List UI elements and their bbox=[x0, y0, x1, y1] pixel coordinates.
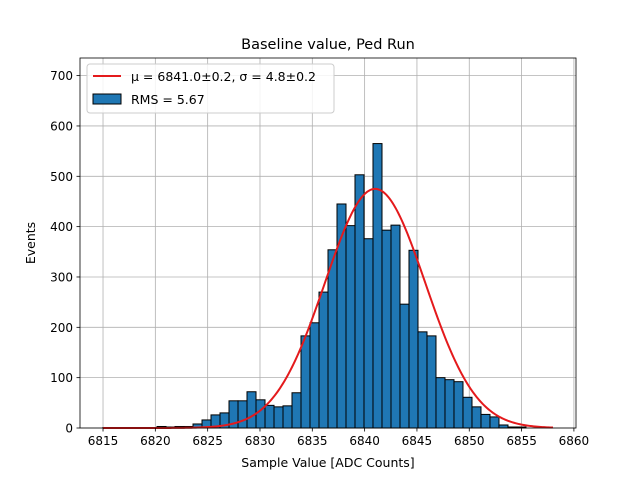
legend: μ = 6841.0±0.2, σ = 4.8±0.2 RMS = 5.67 bbox=[86, 63, 335, 114]
histogram-bar bbox=[453, 381, 464, 429]
x-tick-label: 6825 bbox=[192, 434, 223, 448]
x-tick-label: 6855 bbox=[506, 434, 537, 448]
histogram-bar bbox=[417, 331, 428, 429]
legend-histogram-label: RMS = 5.67 bbox=[131, 92, 205, 107]
x-tick-label: 6830 bbox=[245, 434, 276, 448]
histogram-bar bbox=[381, 229, 392, 429]
x-tick-label: 6850 bbox=[454, 434, 485, 448]
y-tick-label: 500 bbox=[50, 170, 73, 184]
histogram-bar bbox=[390, 224, 401, 429]
histogram-bar bbox=[498, 424, 509, 429]
histogram-bar bbox=[471, 406, 482, 429]
histogram-bar bbox=[300, 335, 311, 429]
x-axis-label: Sample Value [ADC Counts] bbox=[241, 455, 414, 470]
histogram-bar bbox=[246, 391, 257, 429]
chart-title: Baseline value, Ped Run bbox=[241, 37, 415, 53]
legend-histogram-swatch bbox=[92, 93, 122, 105]
x-tick-label: 6835 bbox=[297, 434, 328, 448]
histogram-bar bbox=[237, 400, 248, 429]
y-axis-ticks: 0 100 200 300 400 500 600 700 bbox=[50, 69, 80, 436]
y-tick-label: 100 bbox=[50, 371, 73, 385]
legend-box bbox=[86, 63, 335, 114]
y-tick-label: 600 bbox=[50, 119, 73, 133]
histogram-bar bbox=[273, 406, 284, 429]
x-tick-label: 6815 bbox=[88, 434, 119, 448]
histogram-bar bbox=[354, 174, 365, 429]
histogram-bar bbox=[345, 225, 356, 429]
histogram-bar bbox=[426, 335, 437, 429]
histogram-bar bbox=[327, 249, 338, 429]
y-tick-label: 300 bbox=[50, 270, 73, 284]
histogram-bar bbox=[309, 322, 320, 429]
y-tick-label: 400 bbox=[50, 220, 73, 234]
legend-fit-label: μ = 6841.0±0.2, σ = 4.8±0.2 bbox=[131, 69, 316, 84]
histogram-bar bbox=[255, 399, 266, 429]
histogram-bar bbox=[264, 404, 275, 429]
y-tick-label: 700 bbox=[50, 69, 73, 83]
x-tick-label: 6845 bbox=[402, 434, 433, 448]
y-axis-label: Events bbox=[23, 222, 38, 264]
x-tick-label: 6840 bbox=[349, 434, 380, 448]
y-tick-label: 0 bbox=[65, 422, 73, 436]
histogram-bar bbox=[480, 413, 491, 429]
histogram-bar bbox=[291, 392, 302, 429]
histogram-bar bbox=[282, 405, 293, 429]
x-tick-label: 6860 bbox=[559, 434, 590, 448]
histogram-bar bbox=[462, 396, 473, 429]
histogram-bar bbox=[399, 303, 410, 429]
x-axis-ticks: 6815 6820 6825 6830 6835 6840 6845 6850 6855 6860 bbox=[88, 428, 589, 448]
y-tick-label: 200 bbox=[50, 321, 73, 335]
histogram-bar bbox=[318, 291, 329, 429]
histogram-bar bbox=[444, 379, 455, 429]
histogram-bar bbox=[408, 249, 419, 429]
plot-frame bbox=[79, 57, 577, 429]
histogram-bar bbox=[363, 238, 374, 429]
histogram-bar bbox=[372, 143, 383, 429]
x-tick-label: 6820 bbox=[140, 434, 171, 448]
histogram-bar bbox=[435, 377, 446, 429]
histogram-bar bbox=[489, 416, 500, 429]
